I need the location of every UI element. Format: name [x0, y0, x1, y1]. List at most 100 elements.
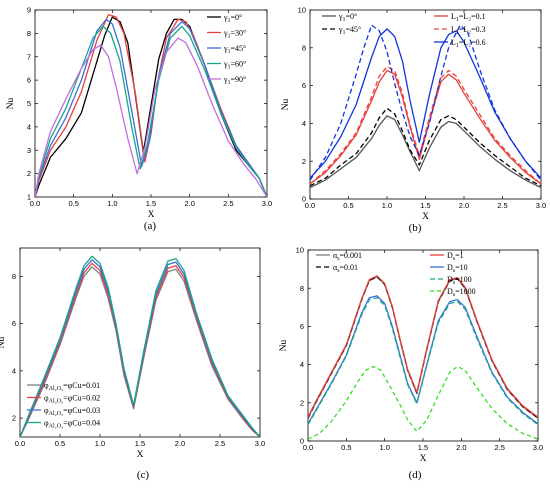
series-line-2 — [308, 276, 538, 419]
legend-value: =φCu=0.01 — [63, 381, 100, 390]
series-line-3 — [308, 275, 538, 418]
panel-caption: (c) — [137, 469, 150, 481]
legend-value: =10 — [455, 263, 468, 272]
series-line-3 — [35, 18, 267, 197]
legend-entry-3: γ1=45° — [223, 44, 246, 55]
legend-symbol: γ — [223, 75, 228, 84]
legend-value: =0° — [231, 13, 243, 22]
legend-value: =L₂=0.3 — [459, 25, 486, 34]
legend-subscript: Al₂O₃ — [49, 424, 64, 430]
legend-symbol: γ — [223, 44, 228, 53]
legend-subscript: s — [453, 256, 456, 262]
series-line-1 — [308, 276, 538, 419]
y-tick-label: 10 — [296, 246, 304, 255]
legend-symbol: α — [333, 251, 338, 260]
series-line-3 — [20, 259, 260, 437]
legend-value: =90° — [231, 75, 247, 84]
legend-entry-1: γ1=0° — [223, 13, 242, 24]
y-tick-label: 8 — [302, 43, 306, 52]
y-tick-label: 4 — [302, 119, 306, 128]
legend-entry-1: αs=0.001 — [333, 251, 362, 262]
legend-subscript: s — [453, 280, 456, 286]
legend-entry-5: L1=L₂=0.6 — [451, 38, 486, 49]
legend-entry-4: γ1=60° — [223, 60, 246, 71]
legend-symbol: D — [447, 275, 453, 284]
legend: φAl₂O₃=φCu=0.01φAl₂O₃=φCu=0.02φAl₂O₃=φCu… — [27, 381, 100, 430]
legend-entry-6: Ds=1000 — [447, 287, 476, 298]
legend-subscript: s — [453, 292, 456, 298]
legend: γ1=0°γ1=30°γ1=45°γ1=60°γ1=90° — [207, 13, 246, 86]
legend-value: =0.01 — [340, 263, 359, 272]
series-line-6 — [308, 365, 538, 440]
y-axis-label: Nu — [279, 339, 289, 351]
x-axis-label: X — [137, 450, 144, 460]
legend-symbol: γ — [223, 13, 228, 22]
x-axis-label: X — [420, 454, 427, 464]
series-line-4 — [308, 295, 538, 425]
y-tick-label: 0 — [302, 195, 306, 204]
series-line-1 — [310, 115, 541, 189]
legend-entry-2: αs=0.01 — [333, 263, 358, 274]
y-tick-label: 9 — [27, 6, 31, 15]
x-axis-label: X — [148, 210, 155, 220]
x-tick-label: 0.5 — [343, 201, 353, 210]
y-tick-label: 6 — [12, 319, 16, 328]
panel-caption: (a) — [144, 220, 157, 232]
legend-entry-2: γ1=45° — [338, 25, 361, 36]
x-tick-label: 1.0 — [95, 439, 105, 448]
legend-subscript: 1 — [228, 65, 231, 71]
y-tick-label: 3 — [27, 146, 31, 155]
legend-subscript: 1 — [228, 34, 231, 40]
y-tick-label: 6 — [300, 322, 304, 331]
x-tick-label: 1.0 — [379, 443, 389, 452]
y-tick-label: 2 — [302, 157, 306, 166]
series-line-1 — [20, 266, 260, 437]
legend-subscript: s — [337, 256, 340, 262]
x-tick-label: 2.5 — [497, 201, 507, 210]
legend-subscript: 1 — [228, 80, 231, 86]
legend-symbol: γ — [223, 29, 228, 38]
series-line-2 — [20, 262, 260, 437]
legend-symbol: γ — [223, 60, 228, 69]
legend-symbol: γ — [338, 25, 343, 34]
x-tick-label: 3.0 — [262, 199, 272, 208]
legend-value: =1000 — [455, 287, 476, 296]
x-tick-label: 1.5 — [418, 443, 428, 452]
legend-value: =45° — [231, 44, 247, 53]
x-tick-label: 0.5 — [341, 443, 351, 452]
legend-value: =φCu=0.02 — [63, 394, 100, 403]
plot-frame — [19, 247, 261, 438]
series-line-4 — [20, 255, 260, 437]
x-tick-label: 2.5 — [494, 443, 504, 452]
legend-entry-1: φAl₂O₃=φCu=0.01 — [44, 381, 100, 392]
legend-entry-1: γ1=0° — [338, 12, 357, 23]
y-axis-label: Nu — [0, 336, 7, 348]
y-tick-label: 4 — [12, 366, 16, 375]
y-tick-label: 8 — [12, 272, 16, 281]
legend-subscript: 1 — [456, 43, 459, 49]
series-line-4 — [310, 66, 541, 185]
legend-subscript: Al₂O₃ — [49, 411, 64, 417]
x-tick-label: 1.5 — [146, 199, 156, 208]
x-tick-label: 0.5 — [55, 439, 65, 448]
legend-value: =30° — [231, 29, 247, 38]
legend-symbol: φ — [44, 394, 49, 403]
x-tick-label: 0.0 — [305, 201, 315, 210]
series-line-2 — [310, 107, 541, 187]
y-tick-label: 7 — [27, 52, 31, 61]
x-tick-label: 2.0 — [175, 439, 185, 448]
chart-panel-b: 0.0 0.5 1.0 1.5 2.0 2.5 3.00246810XNuγ1=0°γ1=4… — [281, 6, 546, 234]
series-line-5 — [308, 297, 538, 426]
y-tick-label: 1 — [27, 193, 31, 202]
legend-symbol: D — [447, 287, 453, 296]
legend-value: =60° — [231, 60, 247, 69]
series-line-3 — [310, 69, 541, 185]
y-tick-label: 8 — [27, 29, 31, 38]
y-tick-label: 4 — [27, 122, 31, 131]
y-tick-label: 0 — [300, 437, 304, 446]
x-tick-label: 2.0 — [184, 199, 194, 208]
legend-entry-2: φAl₂O₃=φCu=0.02 — [44, 394, 100, 405]
legend-subscript: 1 — [343, 17, 346, 23]
chart-panel-a: 0.0 0.5 1.0 1.5 2.0 2.5 3.0123456789XNuγ1=0°γ1… — [6, 6, 272, 232]
